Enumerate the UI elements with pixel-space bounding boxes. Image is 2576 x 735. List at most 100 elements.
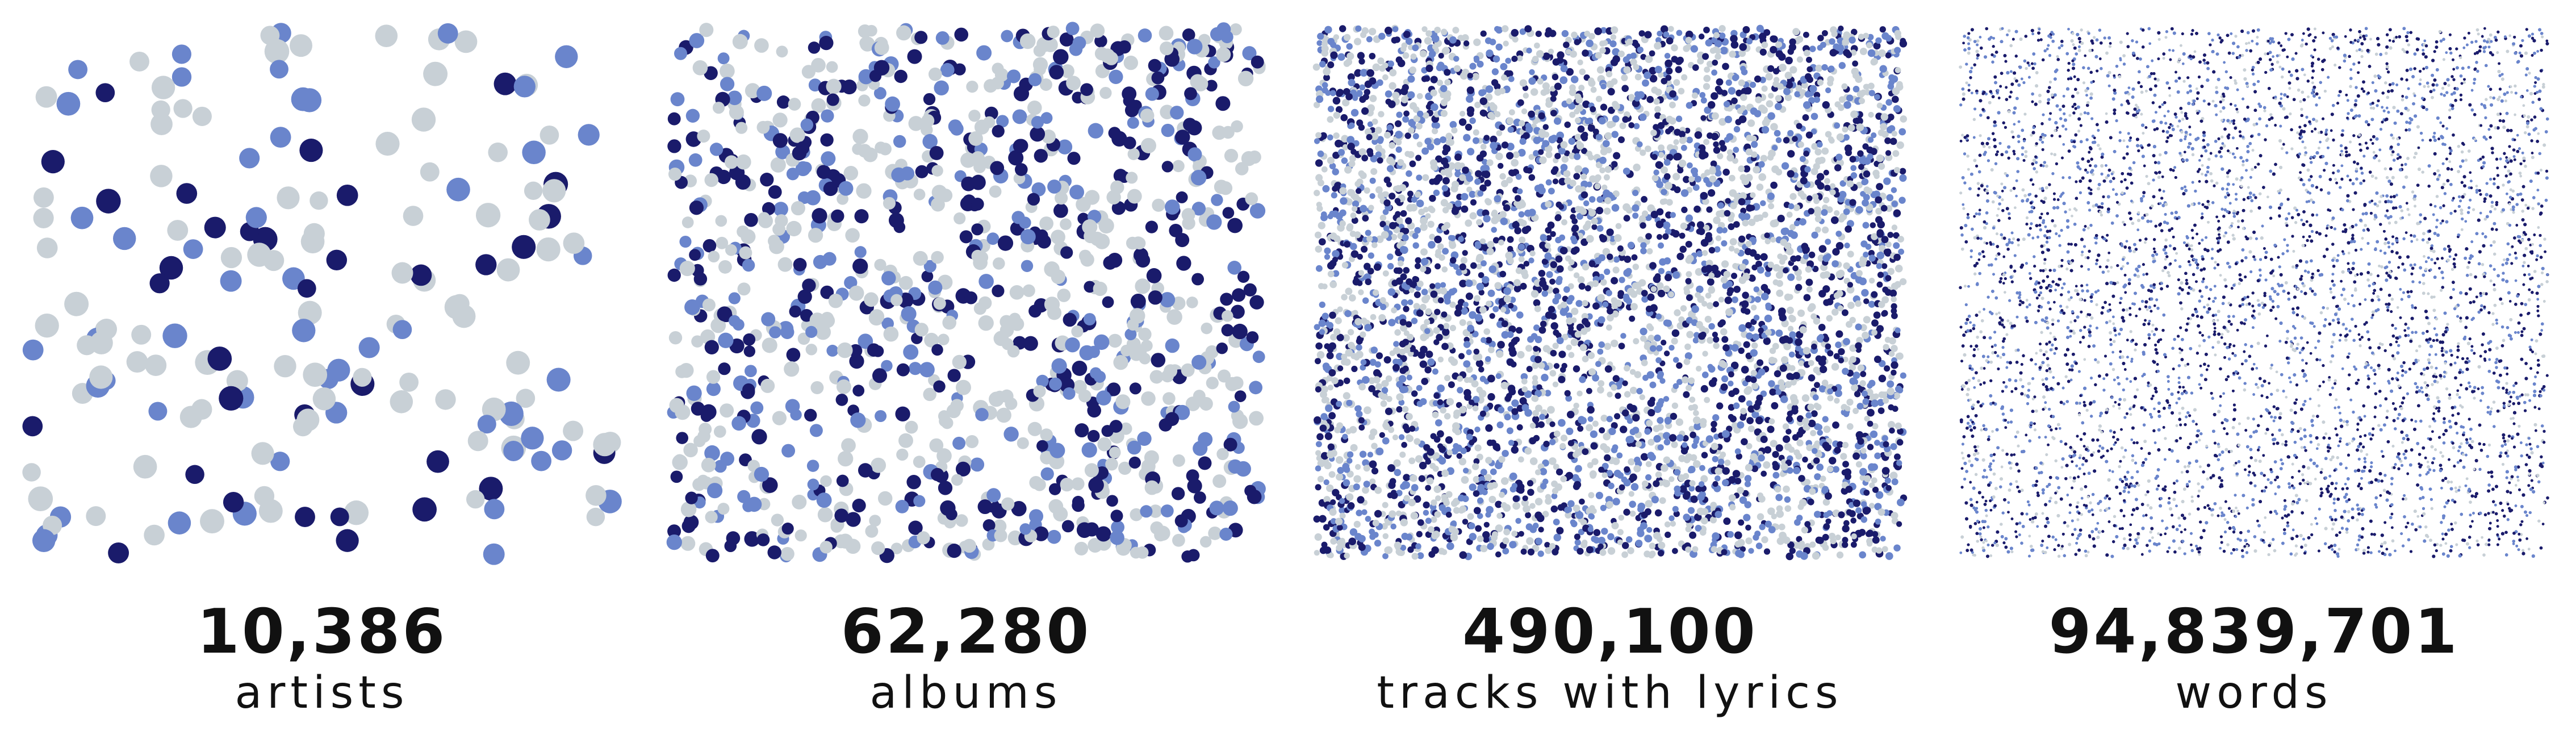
dot (1810, 128, 1817, 135)
dot (989, 185, 1002, 198)
dot (681, 216, 694, 228)
dot (1653, 532, 1661, 540)
dot (1891, 312, 1898, 319)
dot (1479, 375, 1486, 382)
dot (1664, 521, 1671, 528)
dot (1675, 57, 1683, 65)
dot (1621, 551, 1628, 558)
dot (1640, 335, 1647, 342)
dot (1495, 524, 1503, 533)
dot (1611, 26, 1619, 34)
dot (1231, 120, 1243, 133)
dot (1644, 72, 1651, 80)
dot (1609, 40, 1617, 48)
dot (1000, 323, 1014, 337)
dot (1745, 321, 1752, 329)
dot (1346, 451, 1354, 458)
dot (1019, 523, 1031, 535)
dot (353, 368, 372, 387)
dot (1462, 250, 1468, 256)
dot (1469, 117, 1476, 124)
dot (524, 181, 543, 200)
dot (344, 500, 369, 525)
dot (674, 47, 687, 60)
dot (336, 184, 358, 206)
dot (1832, 248, 1840, 256)
dot (1186, 120, 1202, 136)
dot (1480, 30, 1487, 37)
dot (1875, 207, 1883, 215)
dot (1339, 209, 1346, 216)
dot (1152, 198, 1165, 212)
dot (1713, 141, 1719, 148)
dot (845, 228, 860, 243)
dot (691, 402, 705, 416)
dot (786, 348, 801, 362)
dot (1886, 194, 1894, 202)
dot (1496, 350, 1504, 358)
dot (446, 177, 470, 202)
dot (1459, 110, 1466, 117)
dot (1392, 26, 1399, 32)
dot (1812, 448, 1818, 454)
dot (1890, 75, 1898, 83)
dot (1124, 328, 1137, 341)
dot (1635, 540, 1643, 547)
dot (1785, 56, 1793, 65)
dot (1672, 173, 1680, 181)
dot (1552, 381, 1559, 387)
dot (1090, 23, 1105, 38)
dot (1845, 406, 1851, 412)
dot (1506, 117, 1514, 125)
dot (1834, 210, 1840, 216)
dot (1808, 97, 1816, 104)
dot (1736, 89, 1743, 97)
dot (1429, 233, 1436, 240)
dot (1127, 189, 1142, 204)
dot (1359, 84, 1366, 91)
dot (1474, 314, 1483, 322)
dot (1419, 50, 1427, 57)
dot (1552, 178, 1559, 185)
dot (1057, 139, 1073, 154)
dot (895, 406, 910, 421)
dot (990, 161, 1005, 176)
dot (1402, 365, 1409, 372)
dot (1562, 333, 1569, 341)
dot (743, 333, 756, 346)
dot (1332, 270, 1340, 277)
dot (1761, 536, 1768, 544)
dot (1322, 82, 1328, 89)
dot (475, 254, 497, 275)
dot (1856, 337, 1863, 344)
dot (831, 209, 844, 223)
dot (270, 452, 290, 471)
dot (702, 239, 717, 253)
dot (1888, 350, 1895, 357)
dot (772, 411, 787, 425)
dot (717, 503, 730, 515)
dot (852, 128, 868, 145)
dot (586, 485, 607, 506)
dot (1504, 414, 1511, 421)
dot (1738, 235, 1746, 243)
dot (1740, 207, 1747, 214)
dot (1784, 381, 1792, 389)
dot (1526, 537, 1534, 545)
dot (1870, 59, 1877, 66)
dot (112, 227, 136, 250)
dot (1051, 358, 1067, 374)
dot (1161, 161, 1174, 173)
dot (1891, 361, 1898, 369)
dot (192, 106, 212, 126)
dot (762, 337, 777, 353)
dot (836, 474, 849, 487)
dot (1677, 167, 1684, 174)
dot (1319, 301, 1325, 308)
dot (1336, 90, 1343, 97)
dot (1209, 500, 1224, 516)
dot (1393, 459, 1401, 467)
dot (1093, 370, 1106, 383)
dot (1549, 370, 1557, 377)
dot (391, 262, 413, 284)
